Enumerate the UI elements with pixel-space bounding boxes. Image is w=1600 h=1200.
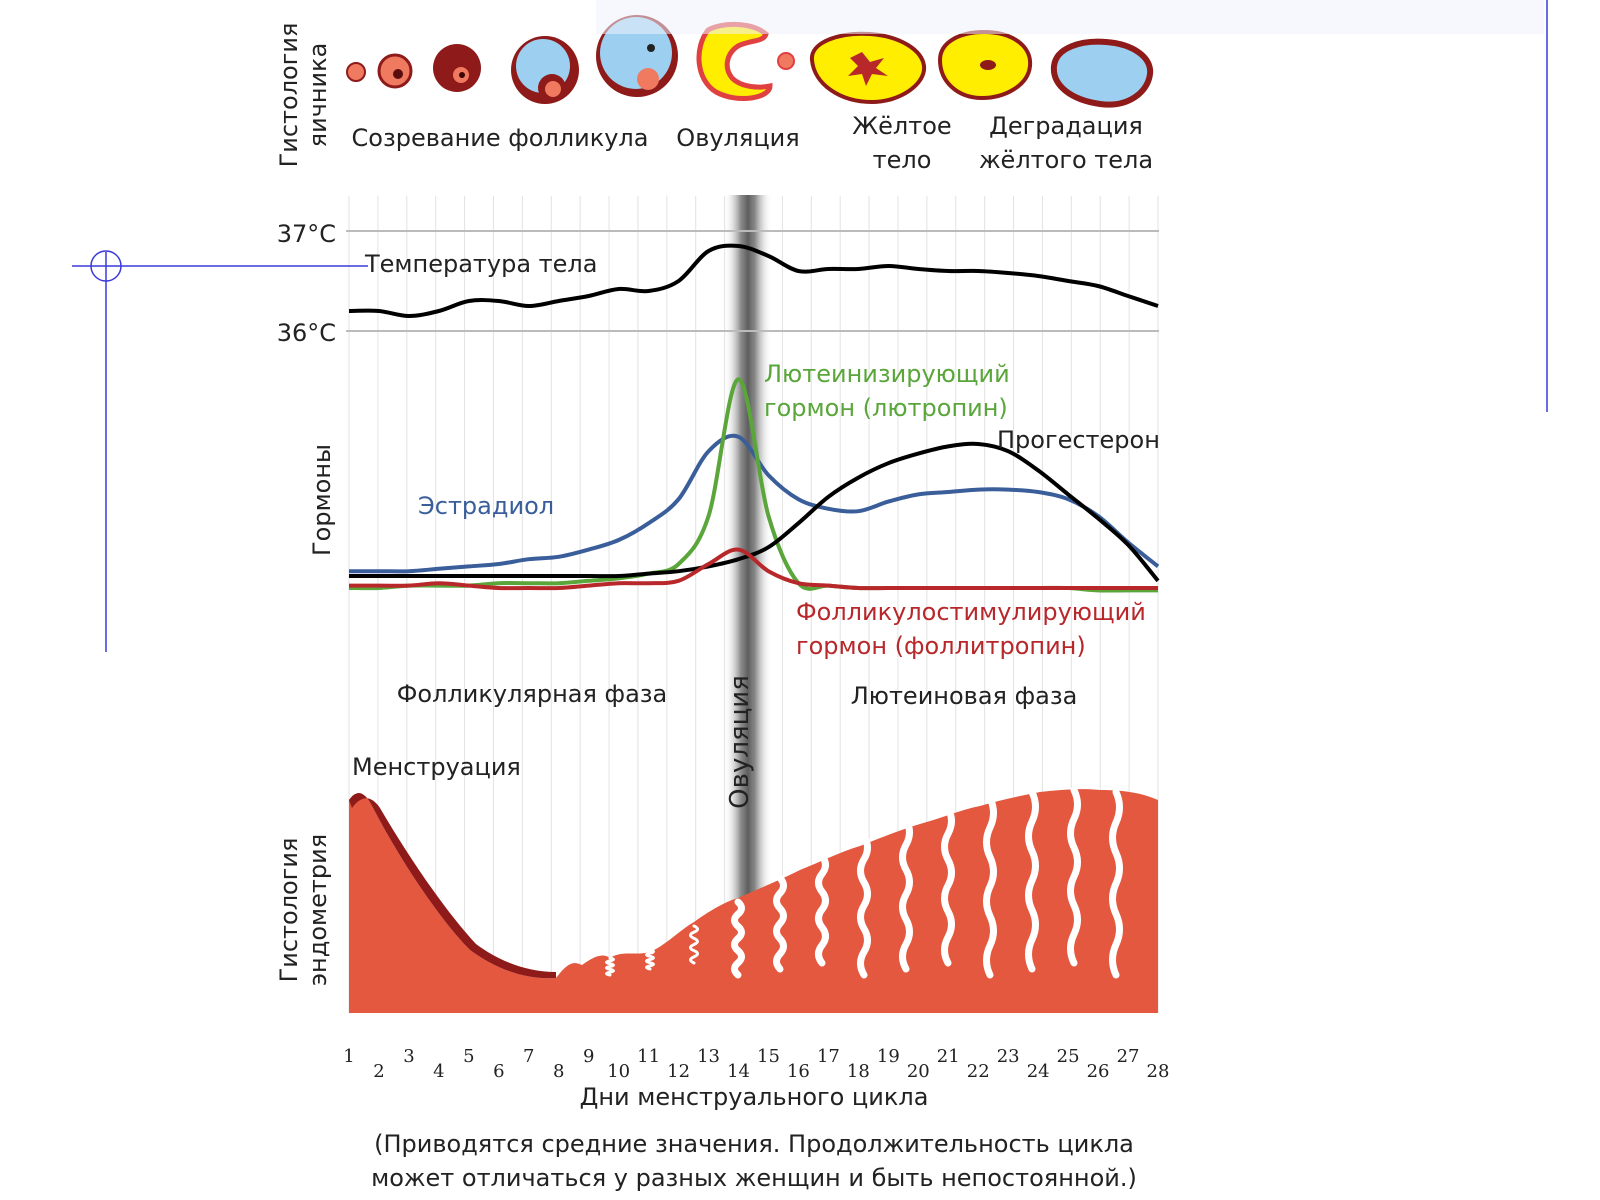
corpus-luteum-label-1: Жёлтое [852, 112, 951, 140]
day-tick-label: 5 [463, 1046, 474, 1067]
day-tick-label: 6 [493, 1061, 504, 1082]
endometrial-gland [1109, 788, 1123, 979]
temp-36-label: 36°C [277, 319, 336, 347]
estradiol-curve [349, 433, 1160, 574]
faint-top-bar [596, 0, 1544, 34]
day-tick-label: 1 [343, 1046, 354, 1067]
endometrial-glands [605, 786, 1123, 979]
ovulation-top-label: Овуляция [676, 124, 799, 152]
footnote-line-2: может отличаться у разных женщин и быть … [371, 1164, 1137, 1192]
follicle-maturation-label: Созревание фолликула [352, 124, 649, 152]
degradation-label-1: Деградация [989, 112, 1143, 140]
x-axis-label: Дни менструального цикла [580, 1083, 929, 1111]
endometrial-gland [731, 898, 745, 979]
endometrium-histology [349, 786, 1158, 1013]
guide-crosshair [90, 250, 122, 282]
day-tick-label: 24 [1027, 1061, 1050, 1082]
day-tick-label: 18 [847, 1061, 870, 1082]
day-tick-label: 20 [907, 1061, 930, 1082]
endometrial-gland [773, 874, 787, 973]
ovary-histology-label-1: Гистология [275, 23, 303, 168]
day-tick-label: 10 [607, 1061, 630, 1082]
lh-label-2: гормон (лютропин) [764, 394, 1008, 422]
endometrium-label-2: эндометрия [304, 834, 332, 986]
endometrial-gland [1067, 786, 1081, 967]
endometrial-gland [689, 924, 699, 965]
body-temperature-label: Температура тела [364, 250, 597, 278]
endometrial-gland [857, 832, 871, 979]
progesterone-curve [349, 441, 1160, 583]
day-tick-label: 26 [1087, 1061, 1110, 1082]
endometrial-gland [1025, 788, 1039, 973]
menstruation-label: Менструация [352, 753, 521, 781]
endometrial-gland [899, 816, 913, 973]
follicle-stage-5-preovulatory [596, 15, 678, 97]
follicle-stage-1 [346, 62, 366, 82]
day-tick-label: 9 [583, 1046, 594, 1067]
day-tick-label: 23 [997, 1046, 1020, 1067]
follicle-stage-2 [377, 53, 413, 89]
day-tick-label: 2 [373, 1061, 384, 1082]
fsh-label-1: Фолликулостимулирующий [796, 598, 1146, 626]
corpus-albicans [1050, 38, 1154, 108]
day-tick-label: 28 [1147, 1061, 1170, 1082]
footnote-line-1: (Приводятся средние значения. Продолжите… [374, 1130, 1134, 1158]
endometrial-gland [605, 956, 615, 977]
x-axis-ticks: 1234567891011121314151617181920212223242… [343, 1046, 1169, 1082]
day-tick-label: 13 [697, 1046, 720, 1067]
ovulation-band-label: Овуляция [725, 675, 755, 809]
chart-curves [348, 243, 1160, 593]
endometrium-label-1: Гистология [275, 838, 303, 983]
day-tick-label: 7 [523, 1046, 534, 1067]
follicle-stage-3 [433, 44, 481, 92]
day-tick-label: 14 [727, 1061, 750, 1082]
day-tick-label: 16 [787, 1061, 810, 1082]
day-tick-label: 17 [817, 1046, 840, 1067]
follicular-phase-label: Фолликулярная фаза [397, 680, 668, 708]
day-tick-label: 15 [757, 1046, 780, 1067]
day-tick-label: 19 [877, 1046, 900, 1067]
temperature-curve [348, 243, 1159, 318]
day-tick-label: 11 [637, 1046, 660, 1067]
luteal-phase-label: Лютеиновая фаза [851, 682, 1078, 710]
lh-label-1: Лютеинизирующий [764, 360, 1010, 388]
fsh-curve [348, 547, 1158, 591]
fsh-label-2: гормон (фоллитропин) [796, 632, 1086, 660]
endometrial-gland [983, 794, 997, 979]
endometrial-gland [645, 948, 655, 971]
day-tick-label: 22 [967, 1061, 990, 1082]
day-tick-label: 27 [1117, 1046, 1140, 1067]
degradation-label-2: жёлтого тела [979, 146, 1153, 174]
ovary-histology-label-2: яичника [304, 43, 332, 148]
day-tick-label: 3 [403, 1046, 414, 1067]
ruptured-follicle-ovulation [696, 21, 795, 101]
mature-corpus-luteum [937, 29, 1033, 101]
follicle-stage-4 [511, 36, 579, 104]
day-tick-label: 12 [667, 1061, 690, 1082]
day-tick-label: 25 [1057, 1046, 1080, 1067]
estradiol-label: Эстрадиол [418, 492, 554, 520]
endometrial-gland [815, 852, 829, 967]
day-tick-label: 8 [553, 1061, 564, 1082]
progesterone-label: Прогестерон [997, 426, 1160, 454]
day-tick-label: 21 [937, 1046, 960, 1067]
corpus-luteum-label-2: тело [873, 146, 932, 174]
hormones-axis-label: Гормоны [308, 444, 336, 556]
endometrium-tissue [349, 789, 1158, 1013]
corpus-luteum [810, 31, 927, 105]
day-tick-label: 4 [433, 1061, 444, 1082]
temp-37-label: 37°C [277, 220, 336, 248]
endometrial-gland [941, 804, 955, 967]
